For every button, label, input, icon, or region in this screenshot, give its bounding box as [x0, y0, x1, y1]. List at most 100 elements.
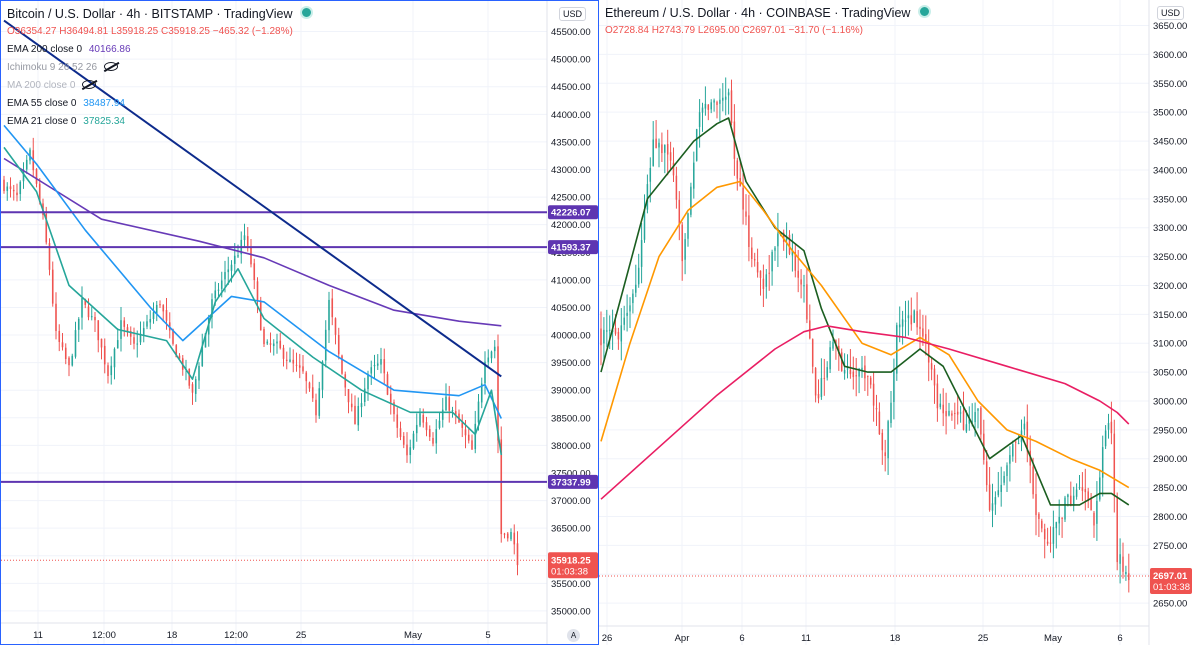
- candle-body: [832, 342, 834, 349]
- candle-body: [1099, 477, 1101, 500]
- candle-body: [155, 304, 158, 314]
- candle-body: [445, 396, 447, 411]
- candle-body: [29, 149, 31, 161]
- candle-body: [1096, 500, 1098, 524]
- candle-body: [629, 305, 631, 312]
- candle-body: [898, 324, 901, 328]
- candle-body: [38, 183, 41, 203]
- candle-body: [875, 407, 878, 410]
- candle-body: [204, 333, 207, 348]
- candle-body: [136, 343, 139, 345]
- x-axis-tick-label: 5: [485, 630, 490, 641]
- candle-body: [684, 239, 686, 260]
- candle-body: [664, 144, 666, 153]
- candle-body: [484, 361, 486, 384]
- candle-body: [1012, 444, 1014, 457]
- candle-body: [869, 377, 872, 385]
- ema55-label: EMA 55 close 0: [7, 98, 77, 109]
- eth-chart-pane[interactable]: 2650.002700.002750.002800.002850.002900.…: [599, 0, 1196, 645]
- candle-body: [58, 330, 61, 342]
- candle-body: [1067, 494, 1069, 498]
- moving-average-line: [3, 157, 502, 327]
- candle-body: [600, 328, 602, 346]
- btc-auto-scale-button[interactable]: A: [567, 629, 580, 642]
- candle-body: [974, 412, 976, 423]
- eth-chart-canvas[interactable]: 2650.002700.002750.002800.002850.002900.…: [599, 0, 1196, 645]
- x-axis-tick-label: May: [404, 630, 422, 641]
- candle-body: [142, 328, 145, 335]
- ema55-value: 38487.94: [83, 98, 125, 109]
- candle-body: [1084, 489, 1087, 493]
- candle-body: [422, 414, 425, 423]
- candle-body: [806, 284, 808, 320]
- candle-body: [1081, 487, 1084, 491]
- candle-body: [1070, 495, 1072, 506]
- candle-body: [649, 167, 652, 182]
- y-axis-tick-label: 36500.00: [551, 524, 591, 535]
- btc-chart-pane[interactable]: 35000.0035500.0036000.0036500.0037000.00…: [0, 0, 599, 645]
- candle-body: [791, 249, 794, 256]
- candle-body: [1000, 484, 1002, 492]
- candle-body: [263, 329, 265, 345]
- candle-body: [441, 409, 444, 420]
- candle-body: [22, 170, 25, 182]
- candle-body: [1017, 442, 1020, 444]
- candle-body: [1046, 541, 1049, 544]
- candle-body: [233, 255, 236, 264]
- y-axis-tick-label: 42000.00: [551, 220, 591, 231]
- candle-body: [243, 235, 246, 241]
- candle-body: [389, 393, 392, 404]
- candle-body: [954, 413, 956, 415]
- candle-body: [759, 270, 762, 278]
- level-price-tag: [548, 240, 598, 255]
- candle-body: [1104, 430, 1107, 447]
- y-axis-tick-label: 35500.00: [551, 579, 591, 590]
- candle-body: [632, 293, 634, 304]
- y-axis-tick-label: 3500.00: [1153, 108, 1187, 119]
- candle-body: [756, 261, 759, 273]
- candle-body: [321, 361, 324, 390]
- candle-body: [942, 404, 944, 414]
- candle-body: [344, 374, 347, 388]
- eth-currency-button[interactable]: USD: [1157, 6, 1185, 20]
- btc-chart-canvas[interactable]: 35000.0035500.0036000.0036500.0037000.00…: [1, 1, 599, 645]
- eth-ohlc: O2728.84 H2743.79 L2695.00 C2697.01 −31.…: [605, 25, 863, 36]
- candle-body: [428, 429, 431, 437]
- candle-body: [751, 247, 753, 260]
- candle-body: [451, 410, 454, 412]
- candle-body: [701, 107, 704, 113]
- candle-body: [172, 329, 174, 344]
- candle-body: [493, 346, 496, 352]
- candle-body: [1078, 487, 1081, 489]
- moving-average-line: [600, 117, 1130, 506]
- candle-body: [259, 302, 262, 331]
- candle-body: [97, 320, 100, 341]
- btc-currency-button[interactable]: USD: [559, 7, 587, 21]
- candle-body: [432, 437, 434, 444]
- candle-body: [237, 255, 239, 257]
- candle-body: [211, 299, 213, 318]
- candle-body: [276, 341, 278, 344]
- market-status-icon[interactable]: [300, 6, 313, 19]
- candle-body: [881, 432, 884, 451]
- candle-body: [503, 533, 506, 535]
- candle-body: [669, 152, 672, 161]
- candle-body: [722, 97, 724, 101]
- hidden-eye-icon[interactable]: [82, 80, 97, 89]
- candle-body: [230, 264, 233, 271]
- candle-body: [608, 329, 611, 331]
- candle-body: [224, 272, 226, 280]
- x-axis-tick-label: Apr: [675, 633, 690, 644]
- candle-body: [1035, 494, 1037, 516]
- hidden-eye-icon[interactable]: [103, 62, 118, 71]
- candle-body: [710, 102, 712, 110]
- candle-body: [380, 359, 382, 365]
- current-price-label: 35918.25: [551, 555, 591, 566]
- candle-body: [77, 318, 80, 330]
- y-axis-tick-label: 3000.00: [1153, 396, 1187, 407]
- market-status-icon[interactable]: [917, 5, 931, 18]
- candle-body: [438, 420, 441, 428]
- bar-countdown-label: 01:03:38: [551, 566, 588, 577]
- candle-body: [861, 367, 863, 371]
- candle-body: [12, 189, 15, 192]
